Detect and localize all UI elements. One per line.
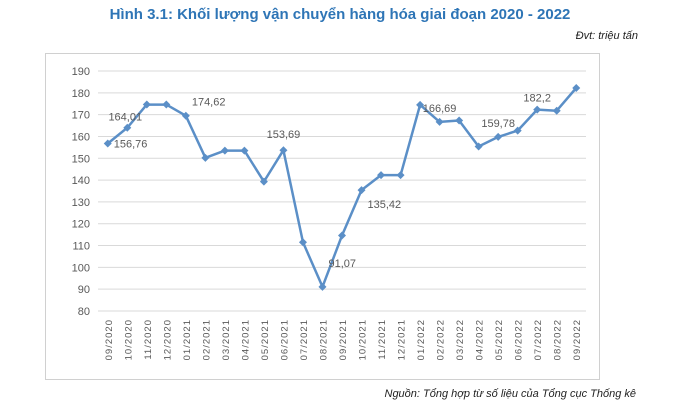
x-tick-label: 07/2022 bbox=[533, 319, 544, 360]
data-point bbox=[103, 139, 112, 148]
data-point bbox=[220, 146, 229, 155]
x-tick-label: 11/2020 bbox=[143, 319, 154, 360]
data-point bbox=[572, 84, 581, 93]
data-label: 174,62 bbox=[192, 97, 226, 109]
y-tick-label: 100 bbox=[72, 262, 90, 274]
chart-title: Hình 3.1: Khối lượng vận chuyển hàng hóa… bbox=[109, 6, 571, 23]
source-note: Nguồn: Tổng hợp từ số liệu của Tổng cục … bbox=[384, 388, 637, 400]
data-label: 135,42 bbox=[368, 199, 402, 211]
x-tick-label: 12/2020 bbox=[162, 319, 173, 360]
x-tick-label: 01/2022 bbox=[416, 319, 427, 360]
data-point bbox=[142, 100, 151, 109]
x-tick-label: 04/2021 bbox=[240, 319, 251, 360]
x-tick-label: 06/2022 bbox=[514, 319, 525, 360]
x-tick-label: 07/2021 bbox=[299, 319, 310, 360]
y-tick-label: 80 bbox=[78, 306, 90, 318]
x-tick-label: 09/2020 bbox=[104, 319, 115, 360]
x-tick-label: 10/2020 bbox=[123, 319, 134, 360]
data-label: 156,76 bbox=[114, 139, 148, 151]
data-point bbox=[201, 153, 210, 162]
y-tick-label: 160 bbox=[72, 131, 90, 143]
data-point bbox=[123, 123, 132, 132]
x-tick-label: 08/2021 bbox=[318, 319, 329, 360]
y-tick-label: 150 bbox=[72, 153, 90, 165]
x-tick-label: 09/2022 bbox=[572, 319, 583, 360]
x-tick-label: 03/2022 bbox=[455, 319, 466, 360]
x-tick-label: 04/2022 bbox=[475, 319, 486, 360]
data-point bbox=[396, 171, 405, 180]
data-point bbox=[298, 238, 307, 247]
data-point bbox=[162, 100, 171, 109]
x-tick-label: 10/2021 bbox=[358, 319, 369, 360]
data-point bbox=[455, 116, 464, 125]
data-label: 159,78 bbox=[481, 118, 515, 130]
y-tick-label: 140 bbox=[72, 175, 90, 187]
x-tick-label: 08/2022 bbox=[553, 319, 564, 360]
y-tick-label: 130 bbox=[72, 197, 90, 209]
data-point bbox=[279, 146, 288, 155]
data-point bbox=[338, 231, 346, 240]
y-tick-label: 180 bbox=[72, 88, 90, 100]
y-tick-label: 90 bbox=[78, 284, 90, 296]
data-label: 182,2 bbox=[523, 93, 551, 105]
x-tick-label: 02/2021 bbox=[201, 319, 212, 360]
data-point bbox=[318, 282, 327, 291]
x-tick-label: 01/2021 bbox=[182, 319, 193, 360]
x-tick-label: 09/2021 bbox=[338, 319, 349, 360]
data-point bbox=[435, 117, 444, 126]
x-tick-label: 11/2021 bbox=[377, 319, 388, 360]
data-point bbox=[494, 132, 503, 141]
data-point bbox=[377, 171, 386, 180]
x-tick-label: 05/2022 bbox=[494, 319, 505, 360]
data-point bbox=[240, 146, 249, 155]
data-point bbox=[259, 177, 268, 186]
y-tick-label: 110 bbox=[72, 241, 90, 253]
data-label: 91,07 bbox=[328, 258, 356, 270]
data-label: 166,69 bbox=[423, 103, 457, 115]
x-tick-label: 06/2021 bbox=[279, 319, 290, 360]
data-point bbox=[416, 100, 425, 109]
x-tick-label: 12/2021 bbox=[397, 319, 408, 360]
y-tick-label: 120 bbox=[72, 219, 90, 231]
y-tick-label: 170 bbox=[72, 110, 90, 122]
unit-note: Đvt: triệu tấn bbox=[575, 30, 638, 42]
y-tick-label: 190 bbox=[72, 66, 90, 78]
data-point bbox=[474, 142, 483, 151]
chart-frame: 80 90 100 110 120 130 140 150 160 170 180 190 09/202… bbox=[45, 53, 600, 380]
data-point bbox=[552, 106, 561, 115]
data-point bbox=[181, 111, 190, 120]
x-tick-label: 03/2021 bbox=[221, 319, 232, 360]
x-tick-label: 05/2021 bbox=[260, 319, 271, 360]
data-label: 164,01 bbox=[108, 112, 142, 124]
x-tick-label: 02/2022 bbox=[436, 319, 447, 360]
data-point bbox=[533, 105, 542, 114]
data-label: 153,69 bbox=[267, 129, 301, 141]
line-chart: 80 90 100 110 120 130 140 150 160 170 180 190 09/202… bbox=[72, 66, 586, 360]
data-point bbox=[357, 186, 366, 195]
